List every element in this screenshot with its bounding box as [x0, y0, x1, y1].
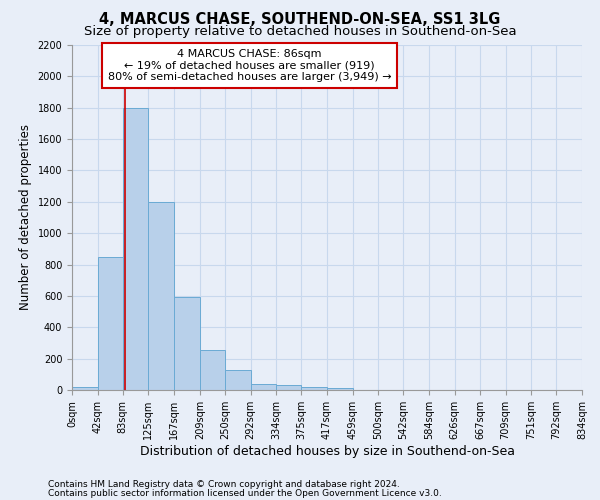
Text: 4 MARCUS CHASE: 86sqm
← 19% of detached houses are smaller (919)
80% of semi-det: 4 MARCUS CHASE: 86sqm ← 19% of detached … [107, 49, 391, 82]
Bar [251, 384, 276, 390]
Bar [301, 386, 327, 390]
Y-axis label: Number of detached properties: Number of detached properties [19, 124, 32, 310]
Bar [72, 387, 98, 390]
Bar [148, 202, 174, 390]
X-axis label: Distribution of detached houses by size in Southend-on-Sea: Distribution of detached houses by size … [139, 444, 515, 458]
Text: Contains public sector information licensed under the Open Government Licence v3: Contains public sector information licen… [48, 489, 442, 498]
Text: 4, MARCUS CHASE, SOUTHEND-ON-SEA, SS1 3LG: 4, MARCUS CHASE, SOUTHEND-ON-SEA, SS1 3L… [100, 12, 500, 28]
Bar [174, 298, 200, 390]
Bar [276, 384, 301, 390]
Bar [225, 370, 251, 390]
Bar [200, 350, 225, 390]
Bar [98, 256, 123, 390]
Bar [123, 108, 148, 390]
Text: Size of property relative to detached houses in Southend-on-Sea: Size of property relative to detached ho… [83, 25, 517, 38]
Bar [327, 388, 353, 390]
Text: Contains HM Land Registry data © Crown copyright and database right 2024.: Contains HM Land Registry data © Crown c… [48, 480, 400, 489]
